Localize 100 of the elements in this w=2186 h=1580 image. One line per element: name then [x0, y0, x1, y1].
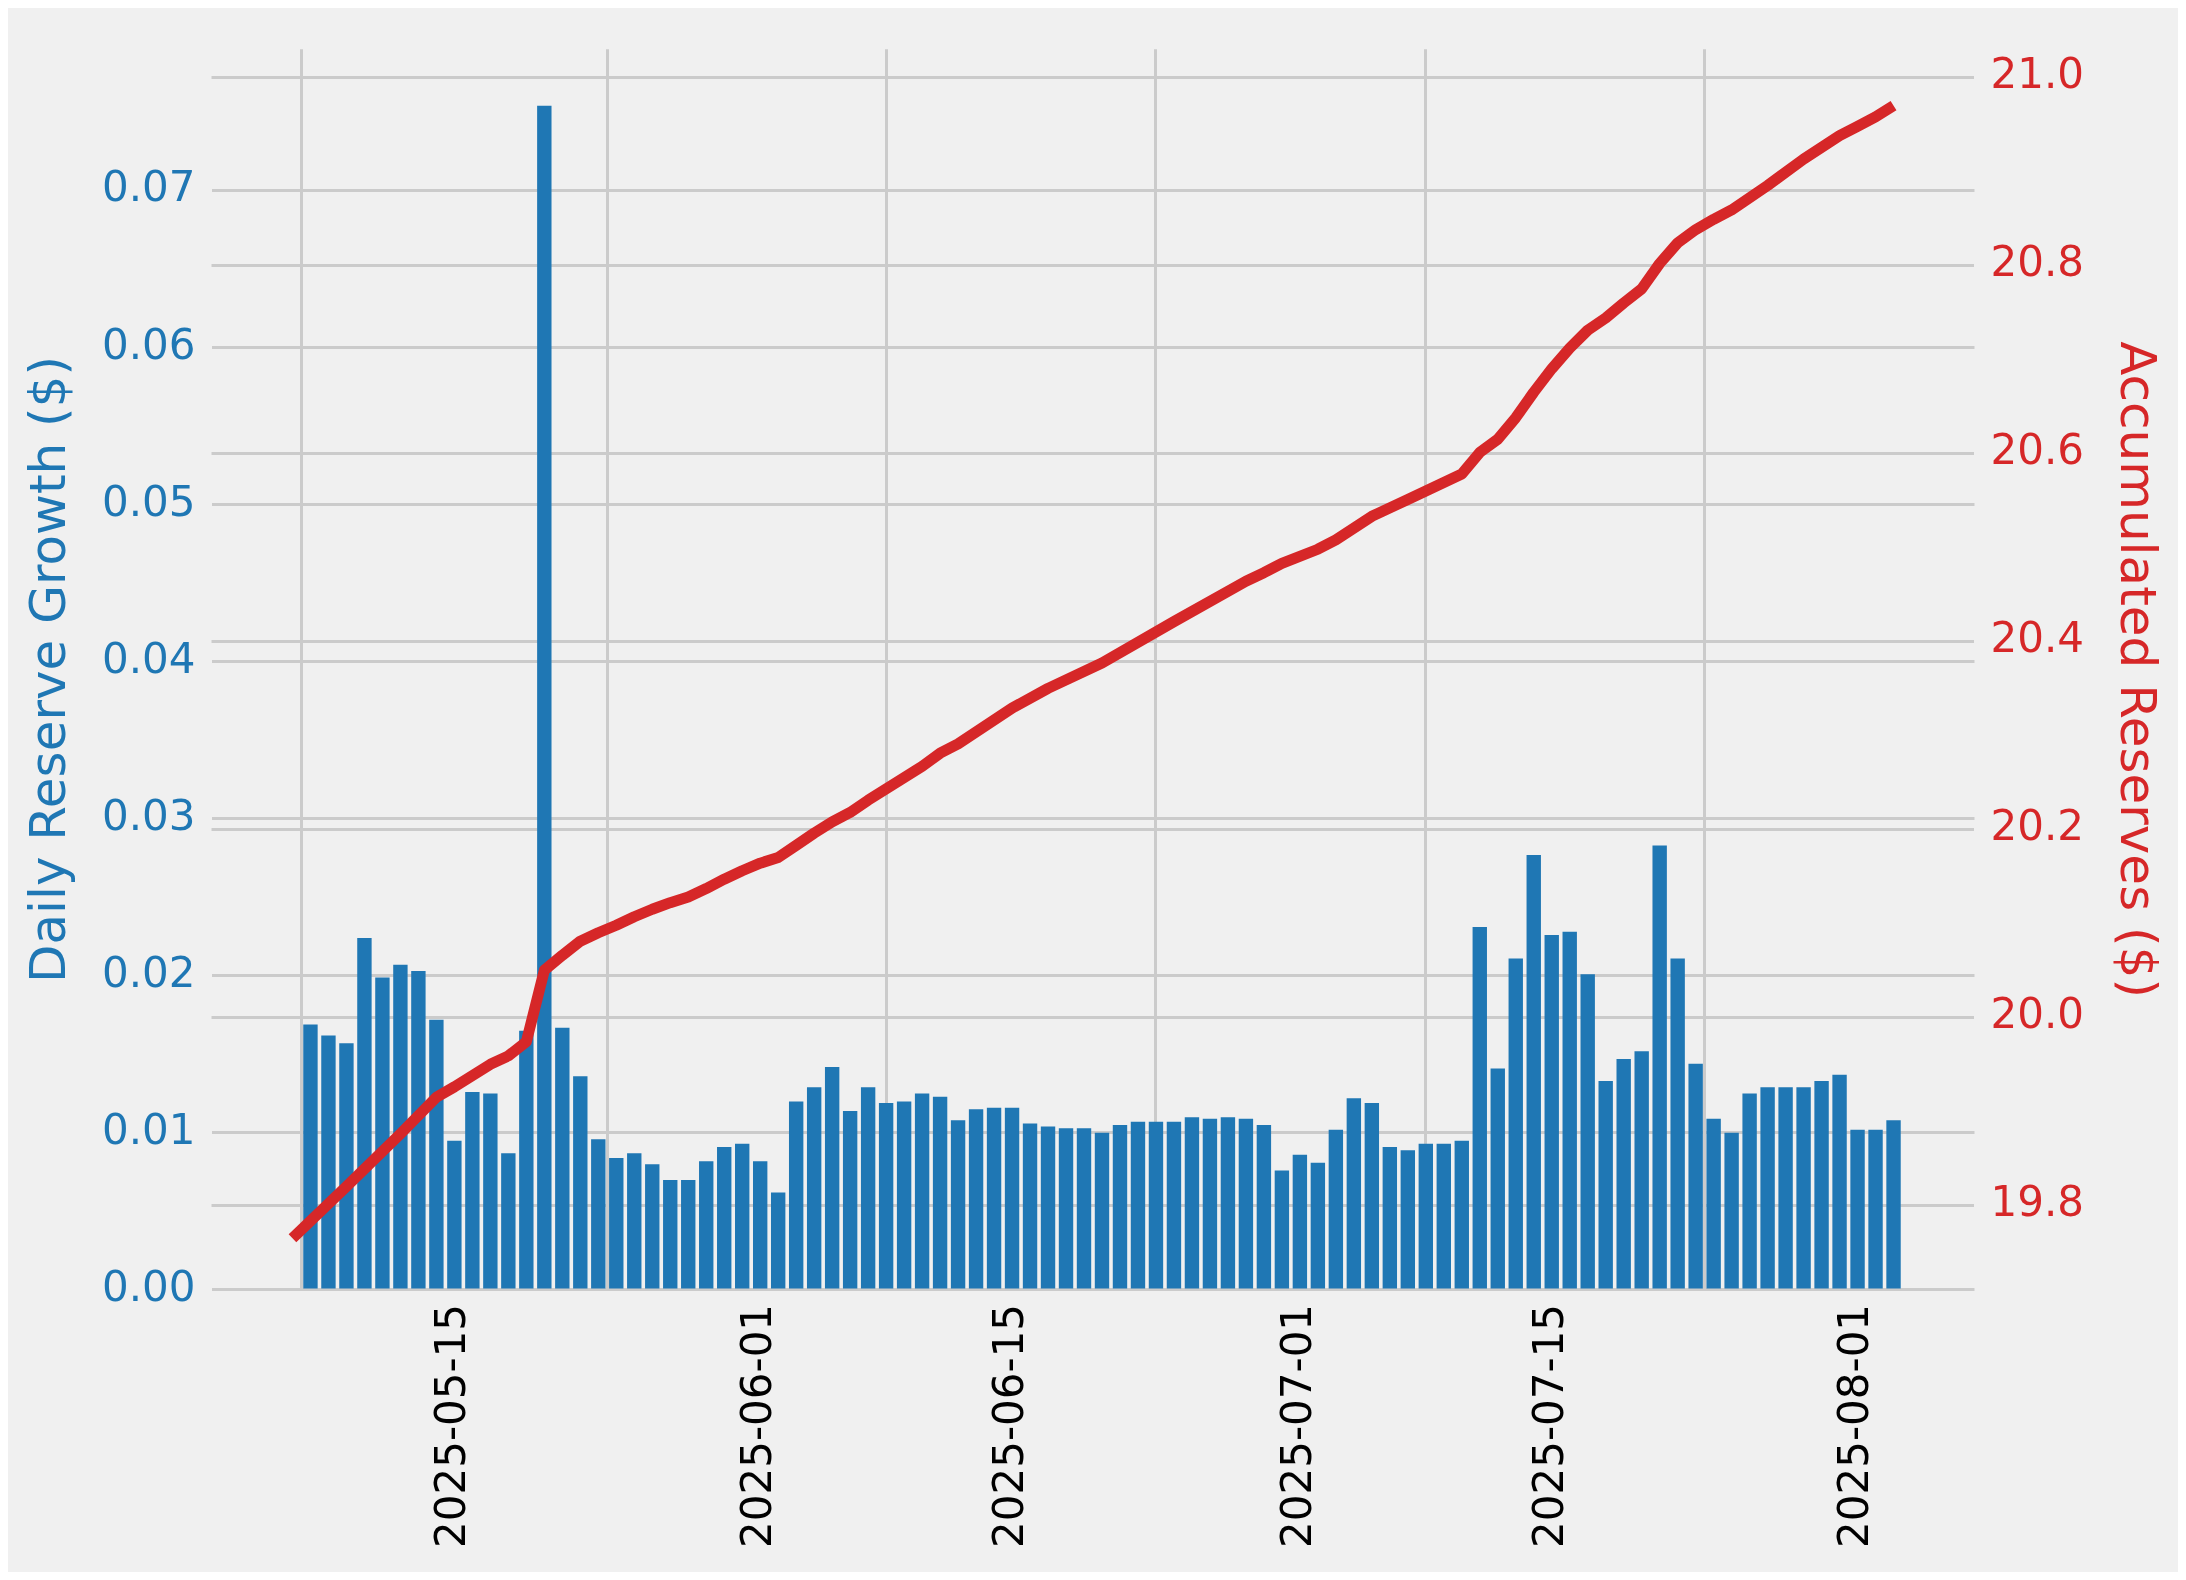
bar: [537, 105, 552, 1289]
y2-tick-label: 20.0: [1990, 989, 2084, 1039]
bar: [1292, 1154, 1308, 1289]
bar: [914, 1093, 930, 1289]
bar: [788, 1101, 804, 1289]
bar: [1634, 1051, 1649, 1289]
bar: [824, 1066, 840, 1289]
y2-tick-label: 20.4: [1990, 613, 2084, 663]
bar: [1040, 1126, 1056, 1289]
bar: [1616, 1059, 1631, 1289]
bar: [1868, 1129, 1883, 1289]
bar: [393, 964, 408, 1289]
bar: [968, 1109, 984, 1289]
x-tick-label: 2025-07-01: [1271, 1303, 1321, 1549]
x-tick-label: 2025-06-15: [983, 1303, 1033, 1549]
bar: [1670, 958, 1685, 1289]
bar: [1688, 1063, 1703, 1289]
bar: [627, 1153, 642, 1289]
bar: [375, 977, 390, 1289]
bar: [950, 1120, 966, 1289]
bar: [735, 1143, 750, 1289]
bar: [1166, 1121, 1182, 1289]
bar: [1346, 1098, 1362, 1289]
bar: [1832, 1074, 1847, 1289]
bar: [1004, 1107, 1020, 1289]
bar: [932, 1096, 948, 1289]
bar: [609, 1157, 624, 1289]
bar: [1400, 1150, 1416, 1289]
y-tick-label: 0.05: [102, 476, 196, 526]
bar: [1796, 1087, 1811, 1289]
bar: [501, 1153, 516, 1289]
bar: [1580, 974, 1595, 1289]
bar: [1112, 1125, 1128, 1289]
bar: [896, 1101, 912, 1289]
bar: [878, 1103, 894, 1289]
y-tick-label: 0.03: [102, 790, 196, 840]
bar: [842, 1110, 858, 1289]
bar: [411, 971, 426, 1289]
bar: [1238, 1118, 1254, 1289]
bar: [339, 1043, 354, 1289]
bar: [1778, 1087, 1793, 1289]
bar: [1436, 1143, 1451, 1289]
y-tick-label: 0.07: [102, 162, 196, 212]
bar: [519, 1030, 534, 1289]
bar: [1058, 1128, 1074, 1289]
bar: [1742, 1093, 1757, 1289]
bar: [717, 1147, 732, 1289]
bar: [1886, 1120, 1901, 1289]
y-axis-title: Daily Reserve Growth ($): [18, 356, 77, 984]
bar: [1472, 927, 1487, 1289]
y2-tick-label: 20.6: [1990, 425, 2084, 475]
bar: [1544, 934, 1559, 1289]
bar: [1094, 1132, 1110, 1289]
bar: [1508, 958, 1523, 1289]
bar: [753, 1161, 768, 1289]
x-tick-label: 2025-08-01: [1829, 1303, 1879, 1549]
bar: [1814, 1081, 1829, 1289]
bar: [1184, 1117, 1200, 1289]
y2-tick-label: 20.8: [1990, 237, 2084, 287]
x-tick-label: 2025-06-01: [732, 1303, 782, 1549]
bar: [1274, 1170, 1290, 1289]
bar: [1418, 1143, 1433, 1289]
y2-tick-label: 21.0: [1990, 49, 2084, 99]
y-tick-label: 0.02: [102, 947, 196, 997]
bar: [1760, 1087, 1775, 1289]
bar: [465, 1092, 480, 1289]
bar: [1328, 1129, 1344, 1289]
bar: [1076, 1128, 1092, 1289]
bar: [1652, 845, 1667, 1289]
bar: [1220, 1117, 1236, 1289]
bar: [1130, 1121, 1146, 1289]
y-tick-label: 0.06: [102, 319, 196, 369]
bar: [699, 1161, 714, 1289]
bar: [1850, 1129, 1865, 1289]
bar: [1454, 1140, 1469, 1289]
bar: [860, 1087, 876, 1289]
bar: [986, 1107, 1002, 1289]
bar: [1364, 1103, 1380, 1289]
bar: [1526, 854, 1541, 1289]
bar: [483, 1093, 498, 1289]
y2-axis-title: Accumulated Reserves ($): [2109, 341, 2168, 998]
bar: [1022, 1123, 1038, 1289]
bar: [1706, 1118, 1721, 1289]
bar: [663, 1179, 678, 1289]
y-tick-label: 0.01: [102, 1104, 196, 1154]
bar: [645, 1164, 660, 1289]
bar: [1256, 1125, 1272, 1289]
x-tick-label: 2025-07-15: [1523, 1303, 1573, 1549]
bar: [770, 1192, 786, 1289]
bar: [1202, 1118, 1218, 1289]
bar: [806, 1087, 822, 1289]
y-tick-label: 0.00: [102, 1261, 196, 1311]
x-tick-label: 2025-05-15: [426, 1303, 476, 1549]
bar: [447, 1140, 462, 1289]
bar: [429, 1019, 444, 1289]
bar: [1310, 1162, 1326, 1289]
bar: [1382, 1147, 1398, 1289]
bar: [1724, 1132, 1739, 1289]
y-tick-label: 0.04: [102, 633, 196, 683]
bar: [591, 1139, 606, 1289]
